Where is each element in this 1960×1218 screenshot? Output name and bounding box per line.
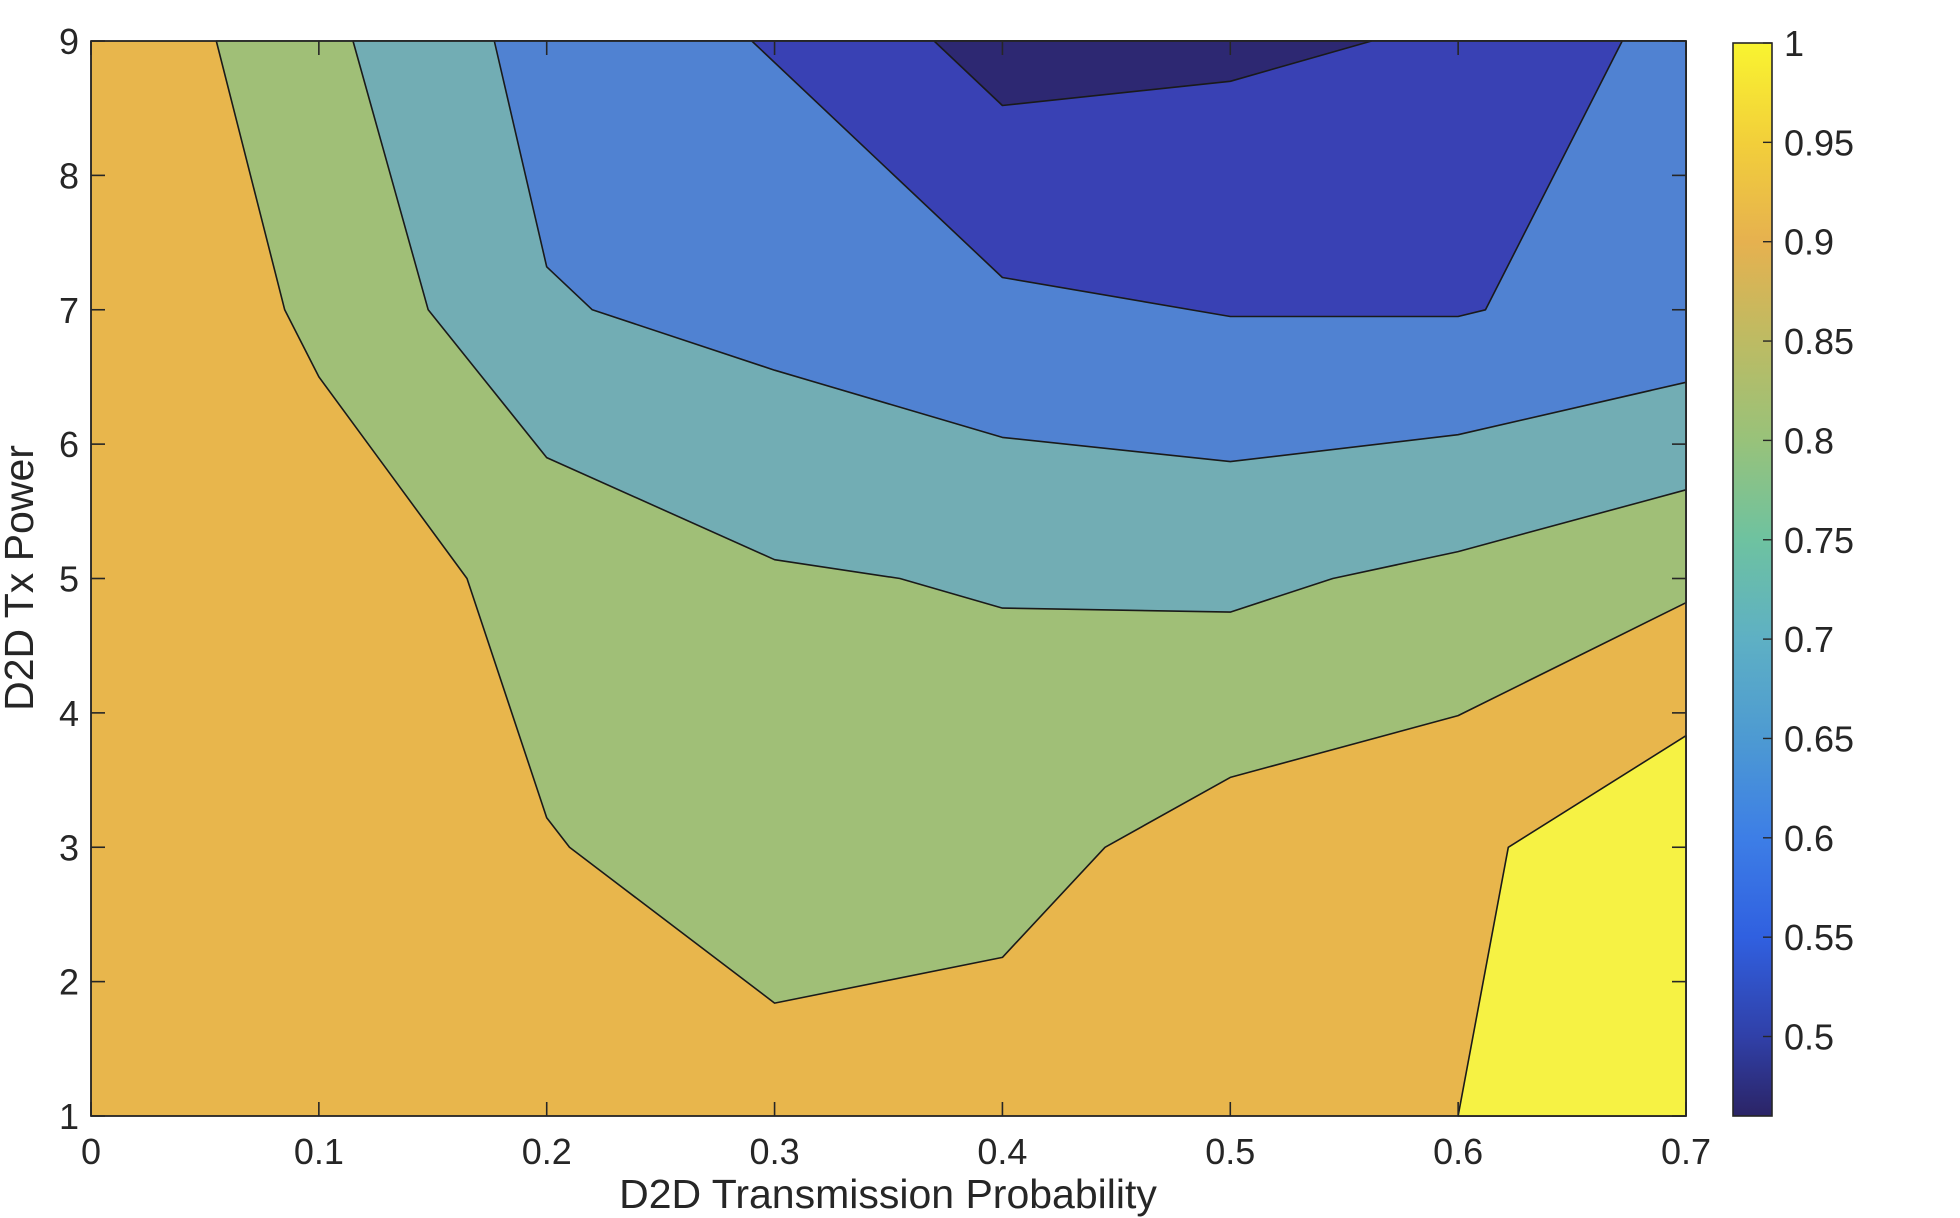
y-tick-label: 6 — [59, 424, 79, 465]
y-tick-label: 7 — [59, 290, 79, 331]
x-tick-label: 0.2 — [522, 1131, 572, 1172]
x-axis-ticks: 0 0.1 0.2 0.3 0.4 0.5 0.6 0.7 — [81, 41, 1711, 1172]
y-tick-label: 9 — [59, 21, 79, 62]
colorbar-tick-label: 0.9 — [1784, 222, 1834, 263]
colorbar-tick-label: 0.7 — [1784, 619, 1834, 660]
colorbar-tick-label: 0.5 — [1784, 1017, 1834, 1058]
x-tick-label: 0 — [81, 1131, 101, 1172]
x-tick-label: 0.3 — [750, 1131, 800, 1172]
colorbar-tick-label: 0.75 — [1784, 520, 1854, 561]
y-tick-label: 1 — [59, 1096, 79, 1137]
y-axis-ticks: 1 2 3 4 5 6 7 8 9 — [59, 21, 1686, 1137]
colorbar-tick-label: 0.55 — [1784, 917, 1854, 958]
y-tick-label: 4 — [59, 693, 79, 734]
y-tick-label: 8 — [59, 155, 79, 196]
y-axis-title: D2D Tx Power — [0, 445, 42, 711]
colorbar-tick-label: 0.6 — [1784, 818, 1834, 859]
x-tick-label: 0.4 — [977, 1131, 1027, 1172]
colorbar-tick-label: 0.65 — [1784, 718, 1854, 759]
x-tick-label: 0.7 — [1661, 1131, 1711, 1172]
x-tick-label: 0.1 — [294, 1131, 344, 1172]
x-tick-label: 0.5 — [1205, 1131, 1255, 1172]
colorbar — [1732, 42, 1773, 1117]
colorbar-tick-label: 1 — [1784, 23, 1804, 64]
contour-regions — [90, 40, 1687, 1117]
x-axis-title: D2D Transmission Probability — [619, 1171, 1157, 1217]
colorbar-tick-label: 0.8 — [1784, 420, 1834, 461]
y-tick-label: 5 — [59, 559, 79, 600]
colorbar-tick-label: 0.95 — [1784, 122, 1854, 163]
y-tick-label: 3 — [59, 827, 79, 868]
colorbar-tick-label: 0.85 — [1784, 321, 1854, 362]
y-tick-label: 2 — [59, 962, 79, 1003]
x-tick-label: 0.6 — [1433, 1131, 1483, 1172]
colorbar-ticks: 0.5 0.55 0.6 0.65 0.7 0.75 0.8 0.85 0.9 0.95 1 — [1763, 23, 1854, 1058]
